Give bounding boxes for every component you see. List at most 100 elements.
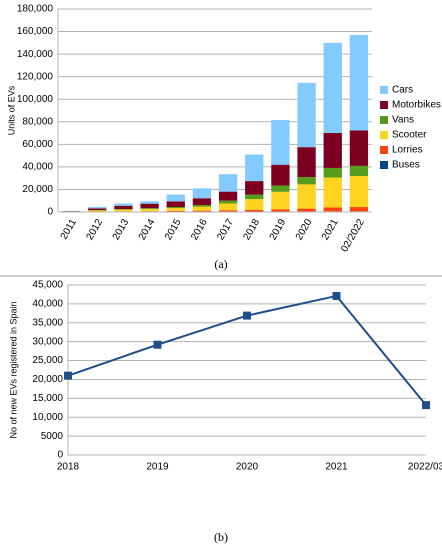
bar-segment: [88, 210, 107, 212]
bar-segment: [245, 181, 264, 195]
bar-segment: [192, 198, 212, 206]
legend-label: Vans: [392, 115, 414, 126]
bar-segment: [297, 82, 316, 148]
bar-segment: [166, 210, 185, 212]
bar-segment: [349, 165, 369, 177]
marker: [332, 291, 341, 300]
y-tick-label: 120,000: [17, 71, 54, 82]
legend-swatch: [380, 116, 388, 124]
legend-swatch: [380, 161, 388, 169]
x-tick-label: 2022/03: [408, 462, 442, 473]
y-tick-label: 100,000: [17, 94, 54, 105]
y-axis-label: Units of EVs: [6, 85, 16, 135]
bar-segment: [271, 164, 290, 186]
bar-segment: [166, 208, 185, 211]
y-tick-label: 0: [57, 450, 63, 461]
bar-segment: [271, 185, 290, 192]
x-tick-label: 2019: [268, 217, 289, 242]
y-tick-label: 0: [47, 207, 53, 218]
x-tick-label: 2016: [189, 217, 210, 242]
marker: [64, 371, 72, 380]
y-tick-label: 20,000: [22, 184, 53, 195]
bar-segment: [88, 206, 107, 209]
bar-segment: [297, 184, 316, 209]
x-tick-label: 2012: [84, 217, 105, 242]
legend-swatch: [380, 131, 388, 139]
bar-segment: [297, 208, 316, 212]
marker: [153, 340, 162, 349]
legend-label: Motorbikes: [392, 100, 441, 111]
legend-label: Scooter: [392, 130, 427, 141]
bar-segment: [245, 194, 264, 200]
bar-segment: [192, 206, 212, 211]
bar-segment: [114, 209, 133, 210]
x-tick-label: 2020: [236, 462, 259, 473]
bar-segment: [166, 194, 185, 202]
bar-segment: [271, 120, 290, 165]
y-tick-label: 60,000: [22, 139, 53, 150]
bar-segment: [114, 209, 133, 212]
x-tick-label: 2014: [137, 217, 158, 242]
bar-segment: [349, 176, 369, 208]
legend-swatch: [380, 146, 388, 154]
bar-segment: [323, 177, 342, 208]
bar-segment: [297, 177, 316, 185]
bar-segment: [218, 191, 238, 201]
bar-segment: [245, 154, 264, 182]
bar-segment: [323, 167, 342, 178]
x-tick-label: 2019: [146, 462, 169, 473]
bar-segment: [218, 200, 238, 204]
x-tick-label: 2021: [325, 462, 348, 473]
bar-segment: [140, 203, 159, 209]
bar-segment: [88, 208, 107, 211]
bar-segment: [192, 188, 212, 199]
bar-segment: [323, 132, 342, 168]
marker: [422, 401, 430, 410]
caption: (b): [214, 530, 228, 544]
bar-segment: [271, 191, 290, 210]
y-tick-label: 45,000: [32, 280, 63, 291]
y-tick-label: 5000: [41, 431, 64, 442]
bar-segment: [349, 130, 369, 166]
bar-segment: [166, 201, 185, 207]
y-tick-label: 10,000: [32, 412, 63, 423]
y-tick-label: 25,000: [32, 355, 63, 366]
y-tick-label: 80,000: [22, 116, 53, 127]
bar-segment: [166, 206, 185, 209]
legend-label: Lorries: [392, 145, 423, 156]
bar-segment: [349, 207, 369, 212]
legend-label: Cars: [392, 85, 413, 96]
bar-segment: [297, 147, 316, 178]
bar-segment: [349, 34, 369, 131]
x-tick-label: 2013: [111, 217, 132, 242]
legend-label: Buses: [392, 160, 420, 171]
legend-swatch: [380, 101, 388, 109]
caption: (a): [214, 257, 227, 271]
bar-segment: [218, 174, 238, 192]
y-tick-label: 35,000: [32, 317, 63, 328]
x-tick-label: 2021: [320, 217, 341, 242]
y-tick-label: 160,000: [17, 26, 54, 37]
y-tick-label: 180,000: [17, 4, 54, 15]
marker: [243, 311, 251, 320]
bar-segment: [245, 209, 264, 212]
x-tick-label: 02/2022: [339, 217, 367, 254]
y-tick-label: 40,000: [22, 162, 53, 173]
x-tick-label: 2020: [294, 217, 315, 242]
y-tick-label: 15,000: [32, 393, 63, 404]
y-tick-label: 140,000: [17, 49, 54, 60]
bar-segment: [192, 205, 212, 207]
bar-segment: [218, 210, 238, 212]
bar-segment: [323, 207, 342, 212]
bar-segment: [192, 210, 212, 212]
bar-segment: [323, 42, 342, 133]
bar-segment: [140, 208, 159, 209]
x-tick-label: 2015: [163, 217, 184, 242]
bar-segment: [114, 205, 133, 210]
bar-segment: [218, 203, 238, 211]
y-tick-label: 30,000: [32, 336, 63, 347]
bar-segment: [140, 211, 159, 212]
legend-swatch: [380, 86, 388, 94]
